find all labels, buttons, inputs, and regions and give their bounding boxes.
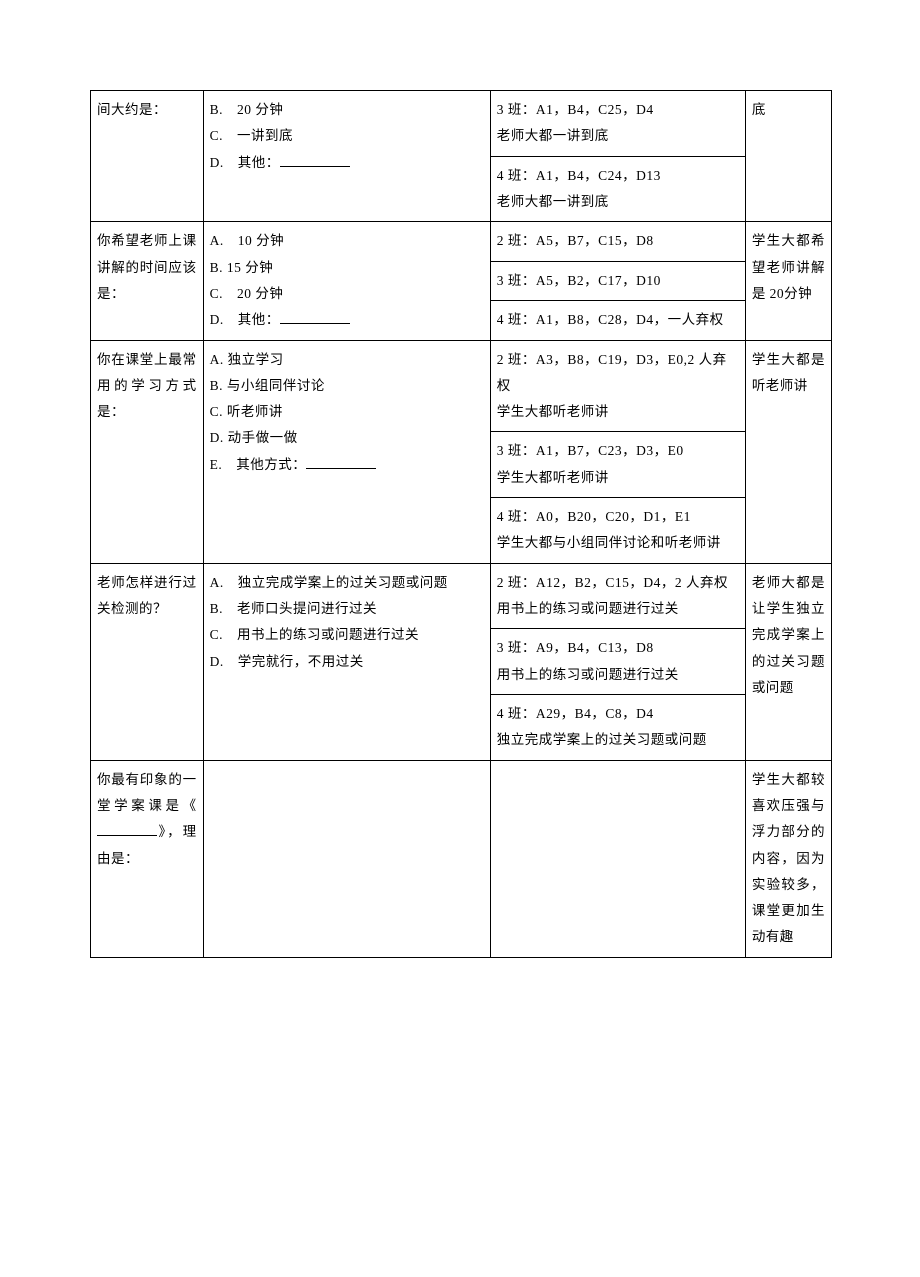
question-cell: 间大约是：	[91, 91, 204, 222]
result-cell: 3 班：A9，B4，C13，D8用书上的练习或问题进行过关	[490, 629, 745, 695]
summary-cell: 学生大都希望老师讲解是 20分钟	[745, 222, 831, 340]
blank-line	[306, 454, 376, 469]
question-cell: 你希望老师上课讲解的时间应该是：	[91, 222, 204, 340]
document-page: 间大约是：B. 20 分钟C. 一讲到底D. 其他：3 班：A1，B4，C25，…	[0, 0, 920, 1048]
option-line: B. 20 分钟	[210, 97, 484, 123]
result-line: 3 班：A1，B7，C23，D3，E0	[497, 438, 739, 464]
option-line: B. 与小组同伴讨论	[210, 373, 484, 399]
option-line: A. 独立学习	[210, 347, 484, 373]
result-line: 3 班：A9，B4，C13，D8	[497, 635, 739, 661]
result-cell: 3 班：A5，B2，C17，D10	[490, 261, 745, 300]
options-cell: A. 独立学习B. 与小组同伴讨论C. 听老师讲D. 动手做一做E. 其他方式：	[203, 340, 490, 563]
option-line: D. 其他：	[210, 307, 484, 333]
summary-cell: 老师大都是让学生独立完成学案上的过关习题或问题	[745, 563, 831, 760]
result-cell: 4 班：A1，B4，C24，D13老师大都一讲到底	[490, 156, 745, 222]
result-cell: 3 班：A1，B4，C25，D4老师大都一讲到底	[490, 91, 745, 157]
survey-table: 间大约是：B. 20 分钟C. 一讲到底D. 其他：3 班：A1，B4，C25，…	[90, 90, 832, 958]
question-cell: 你在课堂上最常用的学习方式是：	[91, 340, 204, 563]
result-line: 用书上的练习或问题进行过关	[497, 662, 739, 688]
result-cell: 4 班：A1，B8，C28，D4，一人弃权	[490, 301, 745, 340]
option-line: C. 用书上的练习或问题进行过关	[210, 622, 484, 648]
summary-cell: 学生大都较喜欢压强与浮力部分的内容，因为实验较多，课堂更加生动有趣	[745, 760, 831, 957]
table-row: 你最有印象的一堂学案课是《》，理由是： 学生大都较喜欢压强与浮力部分的内容，因为实…	[91, 760, 832, 957]
option-line: D. 动手做一做	[210, 425, 484, 451]
result-line: 学生大都与小组同伴讨论和听老师讲	[497, 530, 739, 556]
result-line: 老师大都一讲到底	[497, 123, 739, 149]
result-line: 4 班：A0，B20，C20，D1，E1	[497, 504, 739, 530]
blank-line	[97, 822, 157, 837]
result-line: 独立完成学案上的过关习题或问题	[497, 727, 739, 753]
result-line: 2 班：A12，B2，C15，D4，2 人弃权	[497, 570, 739, 596]
options-cell: B. 20 分钟C. 一讲到底D. 其他：	[203, 91, 490, 222]
result-cell: 2 班：A3，B8，C19，D3，E0,2 人弃权学生大都听老师讲	[490, 340, 745, 432]
table-row: 你在课堂上最常用的学习方式是：A. 独立学习B. 与小组同伴讨论C. 听老师讲D…	[91, 340, 832, 432]
result-line: 4 班：A29，B4，C8，D4	[497, 701, 739, 727]
result-cell	[490, 760, 745, 957]
question-cell: 你最有印象的一堂学案课是《》，理由是：	[91, 760, 204, 957]
summary-cell: 底	[745, 91, 831, 222]
option-line: D. 学完就行，不用过关	[210, 649, 484, 675]
option-line: B. 老师口头提问进行过关	[210, 596, 484, 622]
options-cell	[203, 760, 490, 957]
result-line: 2 班：A3，B8，C19，D3，E0,2 人弃权	[497, 347, 739, 400]
result-cell: 4 班：A29，B4，C8，D4独立完成学案上的过关习题或问题	[490, 694, 745, 760]
option-line: A. 独立完成学案上的过关习题或问题	[210, 570, 484, 596]
result-line: 老师大都一讲到底	[497, 189, 739, 215]
table-row: 你希望老师上课讲解的时间应该是：A. 10 分钟B. 15 分钟C. 20 分钟…	[91, 222, 832, 261]
result-line: 学生大都听老师讲	[497, 399, 739, 425]
question-cell: 老师怎样进行过关检测的？	[91, 563, 204, 760]
table-row: 间大约是：B. 20 分钟C. 一讲到底D. 其他：3 班：A1，B4，C25，…	[91, 91, 832, 157]
table-row: 老师怎样进行过关检测的？A. 独立完成学案上的过关习题或问题B. 老师口头提问进…	[91, 563, 832, 629]
option-line: C. 一讲到底	[210, 123, 484, 149]
result-line: 3 班：A5，B2，C17，D10	[497, 268, 739, 294]
result-cell: 3 班：A1，B7，C23，D3，E0学生大都听老师讲	[490, 432, 745, 498]
options-cell: A. 独立完成学案上的过关习题或问题B. 老师口头提问进行过关C. 用书上的练习…	[203, 563, 490, 760]
option-line: E. 其他方式：	[210, 452, 484, 478]
result-line: 4 班：A1，B4，C24，D13	[497, 163, 739, 189]
option-line: C. 听老师讲	[210, 399, 484, 425]
option-line: B. 15 分钟	[210, 255, 484, 281]
result-line: 3 班：A1，B4，C25，D4	[497, 97, 739, 123]
summary-cell: 学生大都是听老师讲	[745, 340, 831, 563]
blank-line	[280, 310, 350, 325]
option-line: D. 其他：	[210, 150, 484, 176]
result-cell: 4 班：A0，B20，C20，D1，E1学生大都与小组同伴讨论和听老师讲	[490, 498, 745, 564]
blank-line	[280, 152, 350, 167]
option-line: C. 20 分钟	[210, 281, 484, 307]
result-line: 4 班：A1，B8，C28，D4，一人弃权	[497, 307, 739, 333]
result-line: 学生大都听老师讲	[497, 465, 739, 491]
result-line: 2 班：A5，B7，C15，D8	[497, 228, 739, 254]
result-cell: 2 班：A5，B7，C15，D8	[490, 222, 745, 261]
options-cell: A. 10 分钟B. 15 分钟C. 20 分钟D. 其他：	[203, 222, 490, 340]
result-line: 用书上的练习或问题进行过关	[497, 596, 739, 622]
result-cell: 2 班：A12，B2，C15，D4，2 人弃权用书上的练习或问题进行过关	[490, 563, 745, 629]
option-line: A. 10 分钟	[210, 228, 484, 254]
